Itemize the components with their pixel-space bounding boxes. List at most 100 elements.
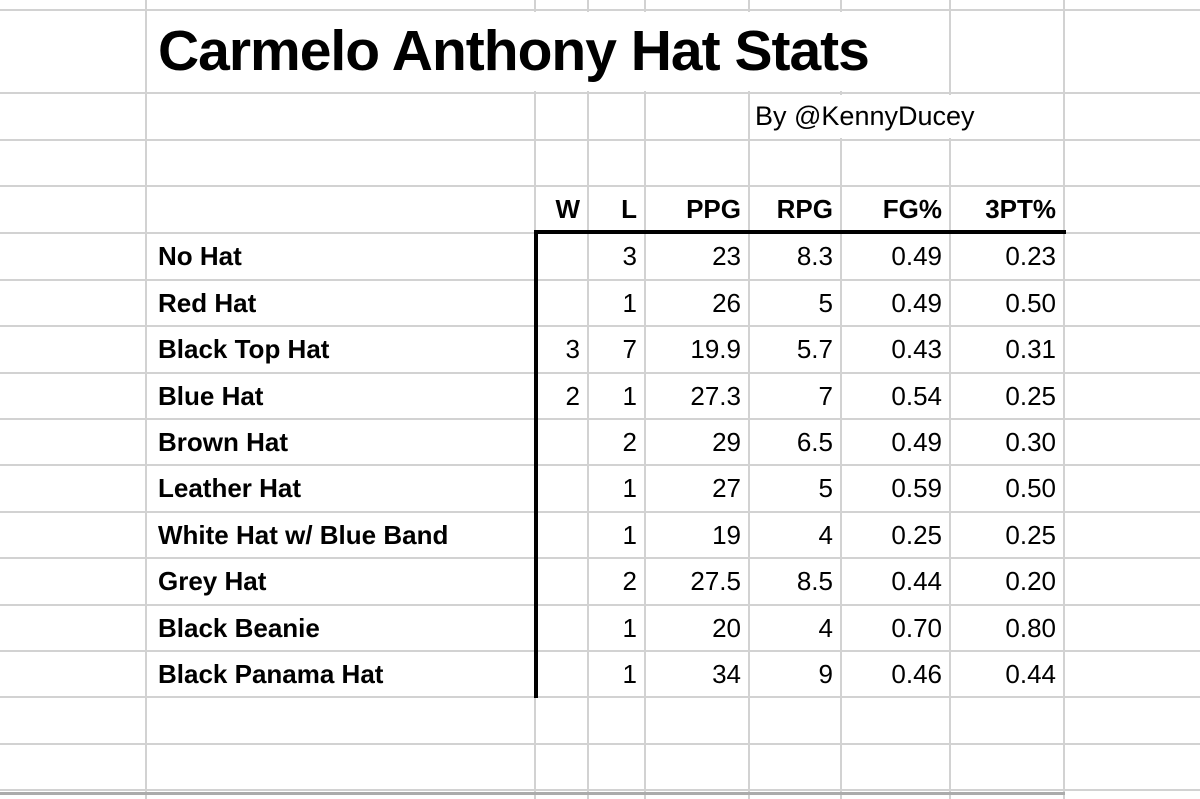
cell-3pt[interactable]: 0.44 — [1005, 659, 1056, 689]
cell-w[interactable] — [535, 558, 588, 605]
row-label[interactable]: Brown Hat — [158, 427, 288, 457]
gridline-vertical — [1063, 0, 1065, 799]
cell-ppg[interactable]: 20 — [712, 613, 741, 643]
column-header-w[interactable]: W — [555, 194, 580, 224]
cell-fg[interactable]: 0.43 — [891, 334, 942, 364]
row-label[interactable]: White Hat w/ Blue Band — [158, 520, 449, 550]
cell-3pt[interactable]: 0.25 — [1005, 381, 1056, 411]
cell-ppg[interactable]: 27 — [712, 473, 741, 503]
gridline-horizontal — [0, 604, 1200, 606]
gridline-vertical — [587, 0, 589, 799]
row-label[interactable]: Red Hat — [158, 288, 257, 318]
cell-rpg[interactable]: 5.7 — [796, 334, 833, 364]
gridline-horizontal — [0, 743, 1200, 745]
table-row: Leather Hat 1 27 5 0.59 0.50 — [0, 465, 1200, 512]
cell-l[interactable]: 1 — [622, 613, 637, 643]
cell-w[interactable] — [535, 465, 588, 512]
gridline-horizontal-dark — [0, 792, 1065, 795]
cell-3pt[interactable]: 0.30 — [1005, 427, 1056, 457]
cell-fg[interactable]: 0.44 — [891, 566, 942, 596]
row-label[interactable]: Blue Hat — [158, 381, 264, 411]
cell-ppg[interactable]: 34 — [712, 659, 741, 689]
column-header-l[interactable]: L — [621, 194, 637, 224]
gridline-horizontal — [0, 139, 1200, 141]
cell-fg[interactable]: 0.70 — [891, 613, 942, 643]
column-header-ppg[interactable]: PPG — [686, 194, 741, 224]
sheet-title[interactable]: Carmelo Anthony Hat Stats — [158, 19, 870, 83]
cell-ppg[interactable]: 27.5 — [690, 566, 741, 596]
cell-fg[interactable]: 0.59 — [891, 473, 942, 503]
cell-rpg[interactable]: 9 — [818, 659, 833, 689]
column-header-fg[interactable]: FG% — [882, 194, 942, 224]
cell-3pt[interactable]: 0.23 — [1005, 241, 1056, 271]
cell-l[interactable]: 2 — [622, 427, 637, 457]
cell-l[interactable]: 2 — [622, 566, 637, 596]
cell-fg[interactable]: 0.49 — [891, 427, 942, 457]
cell-3pt[interactable]: 0.50 — [1005, 473, 1056, 503]
cell-w[interactable]: 3 — [565, 334, 580, 364]
row-label[interactable]: Leather Hat — [158, 473, 302, 503]
sheet-byline[interactable]: By @KennyDucey — [755, 101, 975, 131]
cell-fg[interactable]: 0.46 — [891, 659, 942, 689]
cell-fg[interactable]: 0.25 — [891, 520, 942, 550]
cell-l[interactable]: 1 — [622, 288, 637, 318]
cell-3pt[interactable]: 0.50 — [1005, 288, 1056, 318]
table-row: No Hat 3 23 8.3 0.49 0.23 — [0, 233, 1200, 280]
cell-l[interactable]: 1 — [622, 381, 637, 411]
row-label[interactable]: No Hat — [158, 241, 242, 271]
gridline-horizontal — [0, 511, 1200, 513]
cell-w[interactable] — [535, 233, 588, 280]
cell-ppg[interactable]: 29 — [712, 427, 741, 457]
cell-w[interactable] — [535, 419, 588, 465]
cell-rpg[interactable]: 8.3 — [796, 241, 833, 271]
cell-3pt[interactable]: 0.31 — [1005, 334, 1056, 364]
cell-fg[interactable]: 0.49 — [891, 241, 942, 271]
cell-ppg[interactable]: 27.3 — [690, 381, 741, 411]
gridline-horizontal — [0, 418, 1200, 420]
row-label[interactable]: Black Beanie — [158, 613, 320, 643]
cell-w[interactable]: 2 — [565, 381, 580, 411]
table-row: Brown Hat 2 29 6.5 0.49 0.30 — [0, 419, 1200, 465]
cell-ppg[interactable]: 19 — [712, 520, 741, 550]
cell-rpg[interactable]: 4 — [818, 520, 833, 550]
cell-l[interactable]: 1 — [622, 473, 637, 503]
cell-rpg[interactable]: 6.5 — [796, 427, 833, 457]
cell-l[interactable]: 7 — [622, 334, 637, 364]
cell-rpg[interactable]: 5 — [818, 473, 833, 503]
cell-rpg[interactable]: 5 — [818, 288, 833, 318]
cell-w[interactable] — [535, 512, 588, 558]
row-label[interactable]: Black Top Hat — [158, 334, 330, 364]
gridline-horizontal — [0, 92, 1200, 94]
cell-l[interactable]: 1 — [622, 659, 637, 689]
cell-rpg[interactable]: 8.5 — [796, 566, 833, 596]
table-row: Grey Hat 2 27.5 8.5 0.44 0.20 — [0, 558, 1200, 605]
cell-ppg[interactable]: 19.9 — [690, 334, 741, 364]
table-border-top — [534, 230, 1066, 234]
cell-w[interactable] — [535, 605, 588, 651]
cell-3pt[interactable]: 0.20 — [1005, 566, 1056, 596]
cell-3pt[interactable]: 0.80 — [1005, 613, 1056, 643]
gridline-horizontal — [0, 9, 1200, 11]
cell-ppg[interactable]: 23 — [712, 241, 741, 271]
cell-fg[interactable]: 0.49 — [891, 288, 942, 318]
cell-rpg[interactable]: 4 — [818, 613, 833, 643]
cell-ppg[interactable]: 26 — [712, 288, 741, 318]
cell-l[interactable]: 3 — [622, 241, 637, 271]
row-label[interactable]: Grey Hat — [158, 566, 267, 596]
gridline-horizontal — [0, 557, 1200, 559]
table-row: Black Beanie 1 20 4 0.70 0.80 — [0, 605, 1200, 651]
cell-w[interactable] — [535, 651, 588, 697]
gridline-vertical — [145, 0, 147, 799]
cell-l[interactable]: 1 — [622, 520, 637, 550]
table-border-left — [534, 230, 538, 698]
gridline-horizontal — [0, 464, 1200, 466]
cell-fg[interactable]: 0.54 — [891, 381, 942, 411]
row-label[interactable]: Black Panama Hat — [158, 659, 384, 689]
cell-3pt[interactable]: 0.25 — [1005, 520, 1056, 550]
cell-w[interactable] — [535, 280, 588, 326]
gridline-vertical — [644, 0, 646, 799]
column-header-rpg[interactable]: RPG — [776, 194, 833, 224]
cell-rpg[interactable]: 7 — [818, 381, 833, 411]
column-header-3pt[interactable]: 3PT% — [985, 194, 1056, 224]
